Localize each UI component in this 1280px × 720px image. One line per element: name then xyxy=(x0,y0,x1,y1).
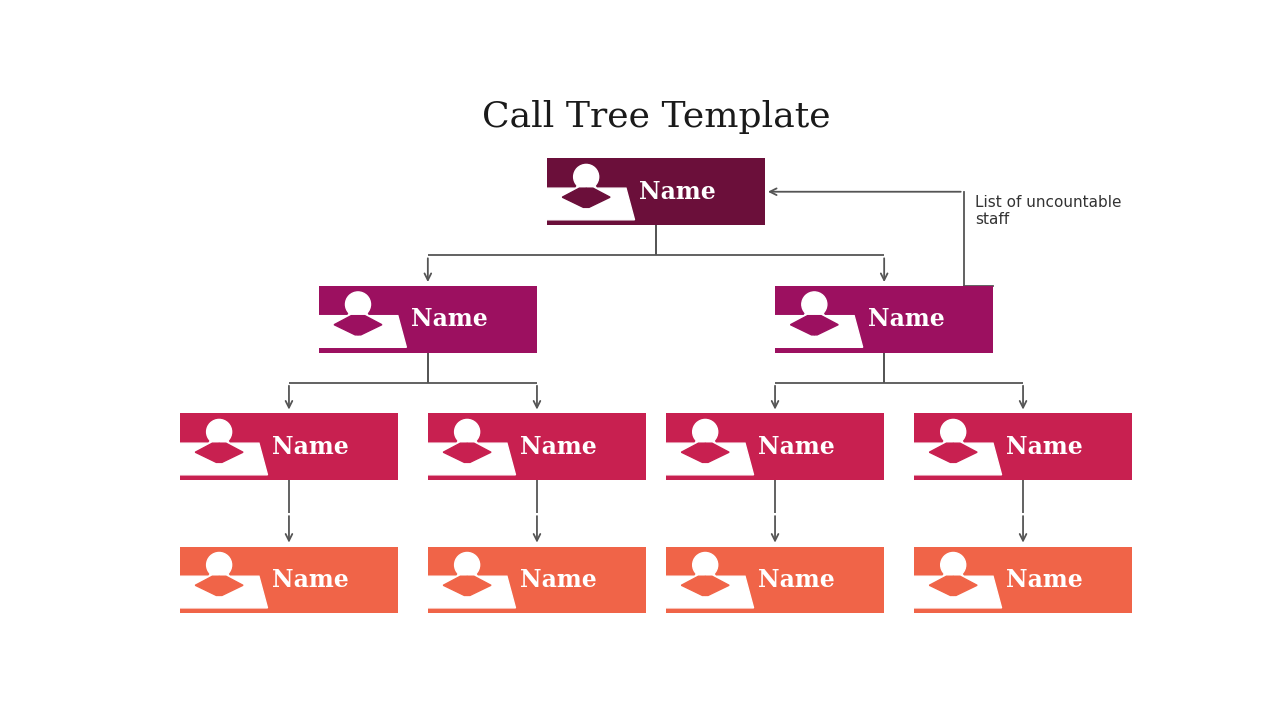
Ellipse shape xyxy=(346,292,370,317)
Polygon shape xyxy=(443,444,467,462)
Polygon shape xyxy=(701,444,709,459)
Text: Call Tree Template: Call Tree Template xyxy=(481,100,831,134)
Polygon shape xyxy=(348,310,369,315)
Ellipse shape xyxy=(692,552,718,577)
Bar xyxy=(179,546,398,613)
Polygon shape xyxy=(582,189,590,204)
Bar xyxy=(776,286,993,353)
Bar xyxy=(547,158,765,225)
Polygon shape xyxy=(358,315,381,335)
Polygon shape xyxy=(804,310,824,315)
Polygon shape xyxy=(905,576,1001,608)
Ellipse shape xyxy=(941,420,965,444)
Bar xyxy=(428,413,646,480)
Polygon shape xyxy=(215,577,223,593)
Polygon shape xyxy=(170,576,268,608)
Text: Name: Name xyxy=(759,435,836,459)
Polygon shape xyxy=(705,576,730,595)
Polygon shape xyxy=(443,576,467,595)
Polygon shape xyxy=(929,576,954,595)
Text: Name: Name xyxy=(1006,435,1083,459)
Text: Name: Name xyxy=(521,435,598,459)
Ellipse shape xyxy=(941,552,965,577)
Polygon shape xyxy=(586,188,611,207)
Text: Name: Name xyxy=(273,568,349,592)
Polygon shape xyxy=(695,571,716,576)
Polygon shape xyxy=(467,576,492,595)
Polygon shape xyxy=(695,438,716,444)
Polygon shape xyxy=(576,183,596,188)
Bar xyxy=(428,546,646,613)
Polygon shape xyxy=(657,444,754,474)
Bar xyxy=(666,546,884,613)
Text: Name: Name xyxy=(868,307,945,331)
Polygon shape xyxy=(814,315,838,335)
Bar xyxy=(666,413,884,480)
Ellipse shape xyxy=(206,420,232,444)
Polygon shape xyxy=(463,444,471,459)
Polygon shape xyxy=(657,576,754,608)
Text: Name: Name xyxy=(521,568,598,592)
Polygon shape xyxy=(562,188,586,207)
Bar xyxy=(179,413,398,480)
Bar xyxy=(319,286,538,353)
Polygon shape xyxy=(950,577,957,593)
Polygon shape xyxy=(705,444,730,462)
Bar xyxy=(914,413,1132,480)
Polygon shape xyxy=(219,576,243,595)
Polygon shape xyxy=(905,444,1001,474)
Polygon shape xyxy=(954,444,977,462)
Polygon shape xyxy=(791,315,814,335)
Text: Name: Name xyxy=(411,307,488,331)
Ellipse shape xyxy=(801,292,827,317)
Polygon shape xyxy=(196,576,219,595)
Polygon shape xyxy=(467,444,492,462)
Text: Name: Name xyxy=(273,435,349,459)
Polygon shape xyxy=(943,438,964,444)
Polygon shape xyxy=(681,444,705,462)
Polygon shape xyxy=(950,444,957,459)
Polygon shape xyxy=(209,438,229,444)
Text: Name: Name xyxy=(640,180,717,204)
Polygon shape xyxy=(419,444,516,474)
Polygon shape xyxy=(765,315,863,347)
Polygon shape xyxy=(943,571,964,576)
Polygon shape xyxy=(701,577,709,593)
Text: Name: Name xyxy=(759,568,836,592)
Polygon shape xyxy=(334,315,358,335)
Ellipse shape xyxy=(454,552,480,577)
Bar xyxy=(914,546,1132,613)
Polygon shape xyxy=(954,576,977,595)
Ellipse shape xyxy=(692,420,718,444)
Polygon shape xyxy=(538,188,635,220)
Ellipse shape xyxy=(206,552,232,577)
Polygon shape xyxy=(310,315,406,347)
Polygon shape xyxy=(457,438,477,444)
Polygon shape xyxy=(196,444,219,462)
Polygon shape xyxy=(681,576,705,595)
Polygon shape xyxy=(219,444,243,462)
Text: Name: Name xyxy=(1006,568,1083,592)
Polygon shape xyxy=(457,571,477,576)
Ellipse shape xyxy=(573,164,599,189)
Text: List of uncountable
staff: List of uncountable staff xyxy=(975,194,1123,227)
Polygon shape xyxy=(170,444,268,474)
Polygon shape xyxy=(810,316,818,332)
Ellipse shape xyxy=(454,420,480,444)
Polygon shape xyxy=(215,444,223,459)
Polygon shape xyxy=(463,577,471,593)
Polygon shape xyxy=(419,576,516,608)
Polygon shape xyxy=(209,571,229,576)
Polygon shape xyxy=(929,444,954,462)
Polygon shape xyxy=(355,316,362,332)
